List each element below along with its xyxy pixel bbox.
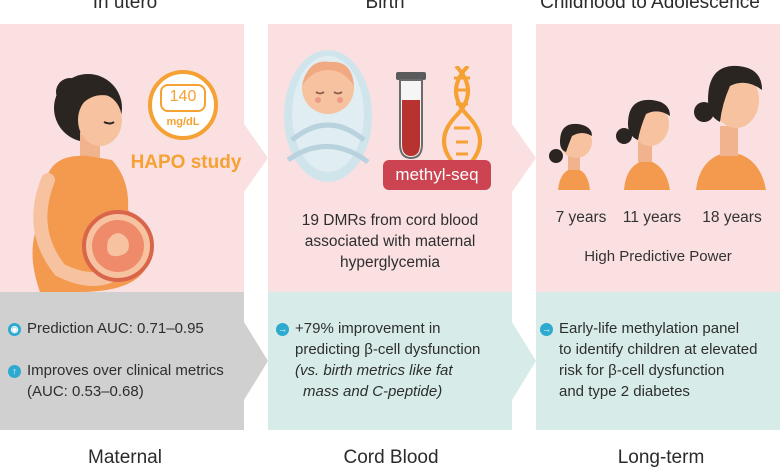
stage-title-in-utero: In utero (92, 0, 158, 13)
longterm-line-3: risk for β-cell dysfunction (559, 362, 725, 379)
cord-line-4: mass and C-peptide) (303, 383, 443, 400)
long-term-box (536, 292, 780, 430)
cord-line-2: predicting β-cell dysfunction (295, 341, 481, 358)
maternal-bullet-2: ↑ Improves over clinical metrics (AUC: 0.… (8, 360, 244, 402)
arrow-right-icon: → (540, 323, 553, 336)
glucose-unit: mg/dL (166, 116, 200, 128)
child-profile-11-years (616, 99, 670, 190)
maternal-bullet-1: ◉ Prediction AUC: 0.71–0.95 (8, 318, 238, 339)
longterm-line-4: and type 2 diabetes (559, 383, 690, 400)
cord-blood-box (268, 292, 512, 430)
glucose-value: 140 (169, 88, 197, 105)
swaddled-baby-illustration (284, 50, 372, 182)
up-arrow-icon: ↑ (8, 365, 21, 378)
chevron-arrow-icon (244, 124, 268, 192)
child-profile-18-years (694, 65, 766, 190)
test-tube-icon (396, 72, 426, 160)
chevron-arrow-icon (512, 322, 536, 400)
stage-title-birth: Birth (365, 0, 405, 13)
footer-maternal: Maternal (88, 447, 162, 468)
birth-finding-line-3: hyperglycemia (340, 254, 440, 271)
birth-finding-text: 19 DMRs from cord blood associated with … (268, 210, 512, 273)
cord-line-1: +79% improvement in (295, 320, 441, 337)
cord-line-3: (vs. birth metrics like fat (295, 362, 453, 379)
footer-cord-blood: Cord Blood (343, 447, 439, 468)
longterm-line-2: to identify children at elevated (559, 341, 758, 358)
maternal-box (0, 292, 244, 430)
stage-title-childhood: Childhood to Adolescence (540, 0, 760, 13)
chevron-arrow-icon (244, 322, 268, 400)
birth-finding-line-1: 19 DMRs from cord blood (301, 212, 479, 229)
age-label-18: 18 years (702, 209, 762, 226)
age-label-11: 11 years (622, 209, 682, 226)
arrow-right-icon: → (276, 323, 289, 336)
predictive-power-label: High Predictive Power (584, 248, 732, 265)
pregnant-woman-illustration (32, 74, 154, 292)
child-profile-7-years (549, 123, 592, 190)
maternal-bullet-2-line-1: Improves over clinical metrics (27, 362, 224, 379)
cord-bullet: → +79% improvement in predicting β-cell d… (276, 318, 512, 402)
methyl-seq-badge: methyl-seq (383, 160, 491, 190)
footer-long-term: Long-term (617, 447, 705, 468)
birth-finding-line-2: associated with maternal (304, 233, 476, 250)
longterm-bullet: → Early-life methylation panel to identif… (540, 318, 780, 402)
age-label-7: 7 years (555, 209, 607, 226)
target-icon: ◉ (8, 323, 21, 336)
hapo-study-label: HAPO study (130, 152, 242, 173)
longterm-line-1: Early-life methylation panel (559, 320, 740, 337)
glucose-value-box (160, 84, 206, 112)
dna-helix-icon (442, 66, 482, 166)
glucose-badge (148, 70, 218, 140)
chevron-arrow-icon (512, 124, 536, 192)
maternal-bullet-2-line-2: (AUC: 0.53–0.68) (27, 383, 144, 400)
maternal-bullet-1-text: Prediction AUC: 0.71–0.95 (27, 320, 204, 337)
